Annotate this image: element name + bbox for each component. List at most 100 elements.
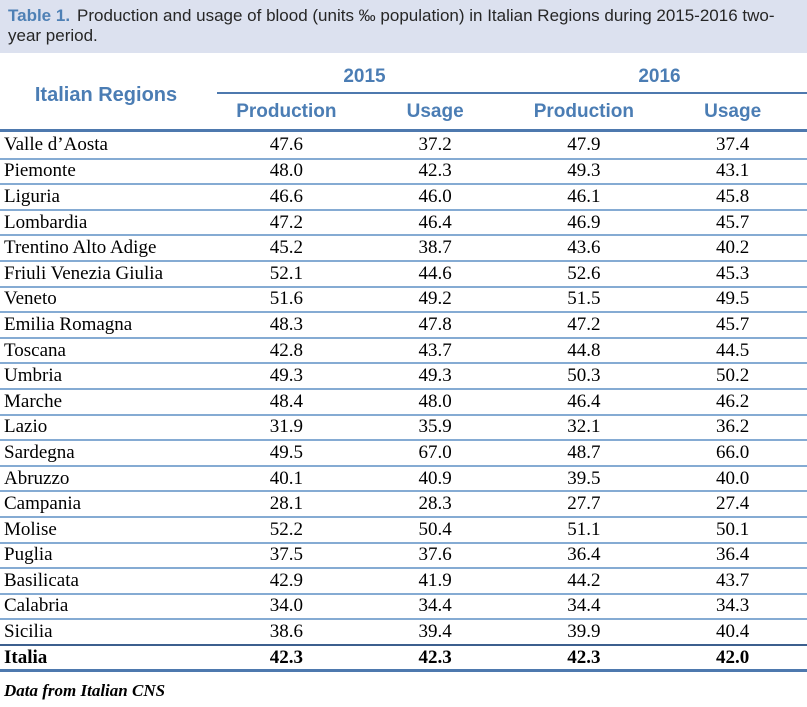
table-row: Lombardia 47.2 46.4 46.9 45.7	[0, 208, 807, 235]
value-cell: 37.2	[418, 133, 452, 155]
data-table: Italian Regions 2015 2016 Production Usa…	[0, 62, 807, 673]
value-cell: 42.3	[418, 646, 452, 668]
table-row: Friuli Venezia Giulia 52.1 44.6 52.6 45.…	[0, 259, 807, 286]
table-row: Puglia 37.5 37.6 36.4 36.4	[0, 541, 807, 568]
region-cell: Veneto	[4, 288, 57, 310]
table-row: Sardegna 49.5 67.0 48.7 66.0	[0, 439, 807, 465]
value-cell: 47.2	[269, 211, 303, 233]
value-cell: 45.7	[716, 313, 750, 335]
value-cell: 34.0	[269, 595, 303, 617]
region-cell: Liguria	[4, 185, 60, 207]
value-cell: 49.3	[269, 365, 303, 387]
value-cell: 46.2	[716, 390, 750, 412]
value-cell: 40.2	[716, 237, 750, 259]
value-cell: 44.8	[567, 339, 601, 361]
table-row: Campania 28.1 28.3 27.7 27.4	[0, 490, 807, 516]
value-cell: 36.2	[716, 416, 750, 438]
value-cell: 31.9	[269, 416, 303, 438]
value-cell: 44.5	[716, 339, 750, 361]
value-cell: 49.2	[418, 288, 452, 310]
value-cell: 44.2	[567, 569, 601, 591]
value-cell: 32.1	[567, 416, 601, 438]
value-cell: 37.6	[418, 544, 452, 566]
table-row: Abruzzo 40.1 40.9 39.5 40.0	[0, 464, 807, 491]
value-cell: 51.1	[567, 518, 601, 540]
value-cell: 40.0	[716, 467, 750, 489]
table-caption-label: Table 1.	[8, 6, 71, 25]
value-cell: 34.3	[716, 595, 750, 617]
region-cell: Puglia	[4, 544, 53, 566]
value-cell: 45.3	[716, 262, 750, 284]
region-cell: Sardegna	[4, 441, 75, 463]
value-cell: 41.9	[418, 569, 452, 591]
value-cell: 42.9	[269, 569, 303, 591]
value-cell: 27.4	[716, 493, 750, 515]
value-cell: 50.1	[716, 518, 750, 540]
source-note: Data from Italian CNS	[4, 681, 166, 701]
value-cell: 42.3	[269, 646, 303, 668]
table-row: Molise 52.2 50.4 51.1 50.1	[0, 515, 807, 542]
column-header-usage-2016: Usage	[704, 100, 762, 122]
value-cell: 46.0	[418, 185, 452, 207]
table-total-row: Italia 42.3 42.3 42.3 42.0	[0, 643, 807, 670]
region-cell: Marche	[4, 390, 63, 412]
region-cell: Sicilia	[4, 621, 53, 643]
value-cell: 49.3	[567, 160, 601, 182]
value-cell: 49.5	[716, 288, 750, 310]
value-cell: 49.3	[418, 365, 452, 387]
region-cell: Abruzzo	[4, 467, 70, 489]
table-row: Valle d’Aosta 47.6 37.2 47.9 37.4	[0, 132, 807, 158]
value-cell: 37.5	[269, 544, 303, 566]
value-cell: 51.6	[269, 288, 303, 310]
value-cell: 51.5	[567, 288, 601, 310]
value-cell: 46.4	[418, 211, 452, 233]
value-cell: 52.2	[269, 518, 303, 540]
value-cell: 47.9	[567, 133, 601, 155]
value-cell: 45.8	[716, 185, 750, 207]
value-cell: 40.9	[418, 467, 452, 489]
value-cell: 46.6	[269, 185, 303, 207]
value-cell: 42.8	[269, 339, 303, 361]
value-cell: 47.2	[567, 313, 601, 335]
value-cell: 50.2	[716, 365, 750, 387]
value-cell: 47.6	[269, 133, 303, 155]
table-row: Trentino Alto Adige 45.2 38.7 43.6 40.2	[0, 234, 807, 260]
region-cell: Basilicata	[4, 569, 79, 591]
table-caption: Table 1. Production and usage of blood (u…	[0, 0, 807, 53]
value-cell: 34.4	[567, 595, 601, 617]
region-cell: Piemonte	[4, 160, 76, 182]
region-cell: Campania	[4, 493, 82, 515]
year-group-row: 2015 2016	[217, 62, 807, 94]
value-cell: 28.3	[418, 493, 452, 515]
value-cell: 36.4	[716, 544, 750, 566]
value-cell: 34.4	[418, 595, 452, 617]
value-cell: 36.4	[567, 544, 601, 566]
value-cell: 49.5	[269, 441, 303, 463]
value-cell: 40.4	[716, 621, 750, 643]
region-cell: Emilia Romagna	[4, 313, 133, 335]
table-row: Emilia Romagna 48.3 47.8 47.2 45.7	[0, 311, 807, 337]
region-cell: Molise	[4, 518, 57, 540]
value-cell: 39.9	[567, 621, 601, 643]
value-cell: 43.6	[567, 237, 601, 259]
value-cell: 66.0	[716, 441, 750, 463]
table-row: Piemonte 48.0 42.3 49.3 43.1	[0, 157, 807, 184]
value-cell: 48.7	[567, 441, 601, 463]
value-cell: 42.3	[567, 646, 601, 668]
value-cell: 43.7	[418, 339, 452, 361]
value-cell: 48.4	[269, 390, 303, 412]
value-cell: 44.6	[418, 262, 452, 284]
value-cell: 48.3	[269, 313, 303, 335]
table-row: Liguria 46.6 46.0 46.1 45.8	[0, 183, 807, 209]
value-cell: 38.7	[418, 237, 452, 259]
sub-header-row: Production Usage Production Usage	[212, 94, 807, 129]
column-header-production-2016: Production	[533, 100, 635, 122]
column-header-production-2015: Production	[236, 100, 337, 122]
region-column-header: Italian Regions	[34, 84, 178, 106]
region-cell: Lombardia	[4, 211, 88, 233]
table-row: Veneto 51.6 49.2 51.5 49.5	[0, 285, 807, 312]
region-cell: Trentino Alto Adige	[4, 237, 157, 259]
value-cell: 37.4	[716, 133, 750, 155]
value-cell: 28.1	[269, 493, 303, 515]
value-cell: 46.4	[567, 390, 601, 412]
